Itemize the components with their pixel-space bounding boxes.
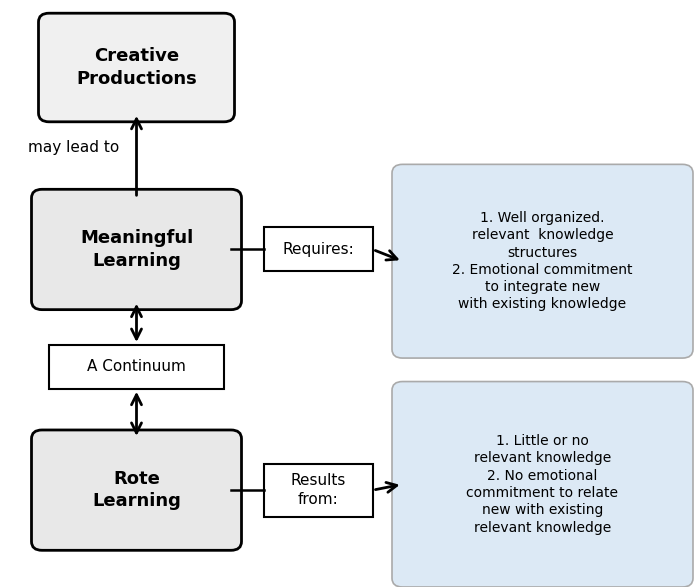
FancyBboxPatch shape <box>32 430 242 551</box>
FancyBboxPatch shape <box>392 164 693 358</box>
FancyBboxPatch shape <box>38 13 235 122</box>
FancyBboxPatch shape <box>49 345 224 389</box>
Text: Results
from:: Results from: <box>290 473 346 507</box>
FancyBboxPatch shape <box>32 190 242 310</box>
Text: 1. Little or no
relevant knowledge
2. No emotional
commitment to relate
new with: 1. Little or no relevant knowledge 2. No… <box>466 434 619 535</box>
FancyBboxPatch shape <box>392 382 693 587</box>
Text: 1. Well organized.
relevant  knowledge
structures
2. Emotional commitment
to int: 1. Well organized. relevant knowledge st… <box>452 211 633 312</box>
Text: A Continuum: A Continuum <box>87 359 186 375</box>
Text: Creative
Productions: Creative Productions <box>76 48 197 87</box>
Text: Rote
Learning: Rote Learning <box>92 470 181 510</box>
FancyBboxPatch shape <box>265 464 372 517</box>
Text: Meaningful
Learning: Meaningful Learning <box>80 230 193 269</box>
Text: may lead to: may lead to <box>28 140 119 156</box>
Text: Requires:: Requires: <box>283 242 354 257</box>
FancyBboxPatch shape <box>265 228 372 271</box>
